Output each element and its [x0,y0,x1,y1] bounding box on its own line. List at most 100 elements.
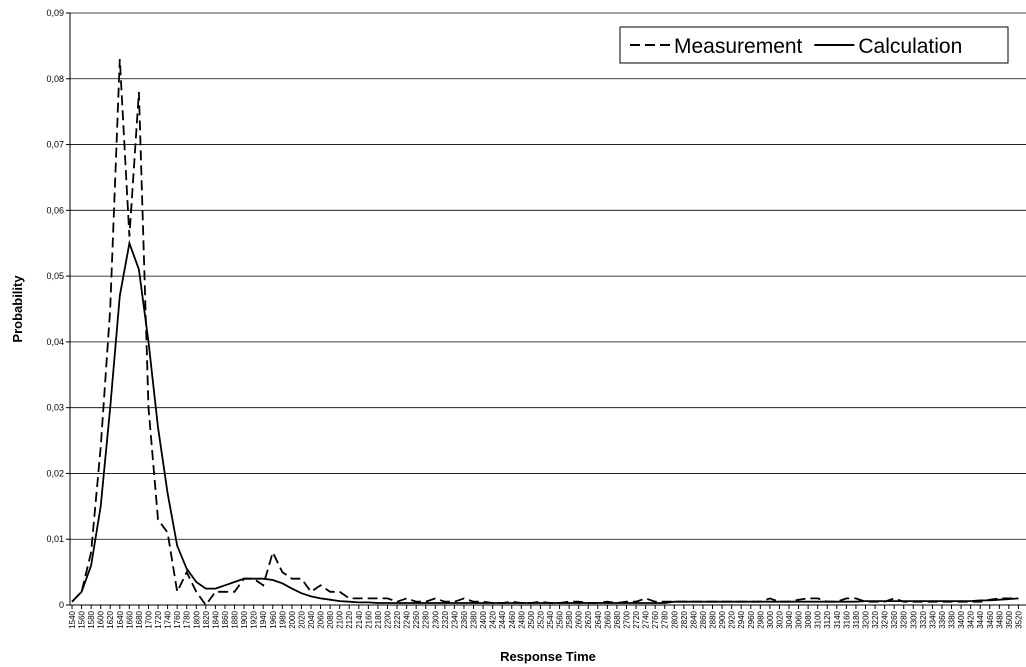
x-tick-label: 2420 [489,610,498,628]
x-tick-label: 2480 [517,610,526,628]
x-tick-label: 1540 [68,610,77,628]
x-tick-label: 2360 [460,610,469,628]
x-tick-label: 2600 [575,610,584,628]
x-tick-label: 2320 [441,610,450,628]
x-tick-label: 2700 [622,610,631,628]
x-tick-label: 1660 [125,610,134,628]
x-tick-label: 3000 [766,610,775,628]
x-tick-label: 3280 [900,610,909,628]
y-tick-label: 0,09 [46,8,64,18]
y-tick-label: 0,08 [46,74,64,84]
x-tick-label: 3060 [795,610,804,628]
legend: Measurement Calculation [619,26,1009,64]
x-tick-label: 2140 [355,610,364,628]
x-tick-label: 2280 [422,610,431,628]
x-tick-label: 1900 [240,610,249,628]
x-tick-label: 3200 [861,610,870,628]
y-tick-label: 0 [59,600,64,610]
y-tick-label: 0,01 [46,534,64,544]
x-tick-label: 3380 [948,610,957,628]
x-tick-label: 1640 [116,610,125,628]
x-tick-label: 3180 [852,610,861,628]
x-tick-label: 2980 [756,610,765,628]
x-tick-label: 1700 [144,610,153,628]
y-tick-label: 0,05 [46,271,64,281]
x-tick-label: 2080 [326,610,335,628]
x-tick-label: 2820 [680,610,689,628]
x-tick-label: 3260 [890,610,899,628]
x-tick-label: 2160 [364,610,373,628]
x-tick-label: 2680 [613,610,622,628]
x-tick-label: 2640 [594,610,603,628]
x-tick-label: 3240 [881,610,890,628]
x-tick-label: 1760 [173,610,182,628]
x-tick-label: 3160 [842,610,851,628]
x-tick-label: 3400 [957,610,966,628]
y-axis-title: Probability [10,275,25,343]
x-tick-label: 2260 [412,610,421,628]
x-tick-label: 2180 [374,610,383,628]
data-line [71,239,1019,604]
x-tick-label: 2920 [728,610,737,628]
x-tick-label: 1820 [202,610,211,628]
y-tick-label: 0,06 [46,205,64,215]
x-tick-label: 2780 [661,610,670,628]
x-tick-label: 2720 [632,610,641,628]
x-tick-label: 2120 [345,610,354,628]
x-tick-label: 3020 [775,610,784,628]
x-tick-label: 2400 [479,610,488,628]
x-tick-label: 3480 [995,610,1004,628]
x-tick-label: 2840 [689,610,698,628]
x-tick-label: 2800 [670,610,679,628]
legend-label: Calculation [858,35,962,58]
x-tick-label: 1720 [154,610,163,628]
x-tick-label: 2880 [709,610,718,628]
y-tick-label: 0,07 [46,140,64,150]
x-tick-label: 1920 [250,610,259,628]
x-tick-label: 1980 [278,610,287,628]
x-tick-label: 3320 [919,610,928,628]
x-tick-label: 2580 [565,610,574,628]
x-tick-label: 1860 [221,610,230,628]
legend-label: Measurement [674,35,803,58]
x-tick-label: 2860 [699,610,708,628]
x-tick-label: 2000 [288,610,297,628]
x-tick-label: 1940 [259,610,268,628]
x-tick-label: 2200 [383,610,392,628]
x-tick-label: 3500 [1005,610,1014,628]
x-tick-label: 2940 [737,610,746,628]
x-tick-label: 3360 [938,610,947,628]
x-tick-label: 1600 [97,610,106,628]
x-tick-label: 1780 [183,610,192,628]
y-tick-label: 0,02 [46,468,64,478]
x-tick-label: 2100 [336,610,345,628]
x-tick-label: 3100 [814,610,823,628]
x-tick-label: 3120 [823,610,832,628]
x-tick-label: 2380 [470,610,479,628]
x-tick-label: 2540 [546,610,555,628]
x-tick-label: 2460 [508,610,517,628]
x-tick-label: 3220 [871,610,880,628]
x-tick-label: 2760 [651,610,660,628]
x-tick-label: 2440 [498,610,507,628]
x-tick-label: 2560 [556,610,565,628]
x-tick-label: 2060 [317,610,326,628]
x-tick-label: 2020 [297,610,306,628]
x-axis-title: Response Time [500,649,596,664]
x-tick-label: 3340 [928,610,937,628]
x-tick-label: 1800 [192,610,201,628]
x-tick-label: 2340 [450,610,459,628]
x-tick-label: 3520 [1014,610,1023,628]
x-tick-label: 3440 [976,610,985,628]
x-tick-label: 3460 [986,610,995,628]
x-tick-label: 2520 [536,610,545,628]
x-tick-label: 2500 [527,610,536,628]
x-tick-label: 3140 [833,610,842,628]
x-tick-label: 3420 [967,610,976,628]
x-tick-label: 1840 [211,610,220,628]
y-tick-label: 0,03 [46,403,64,413]
y-tick-label: 0,04 [46,337,64,347]
x-tick-label: 1880 [231,610,240,628]
x-tick-label: 2660 [603,610,612,628]
